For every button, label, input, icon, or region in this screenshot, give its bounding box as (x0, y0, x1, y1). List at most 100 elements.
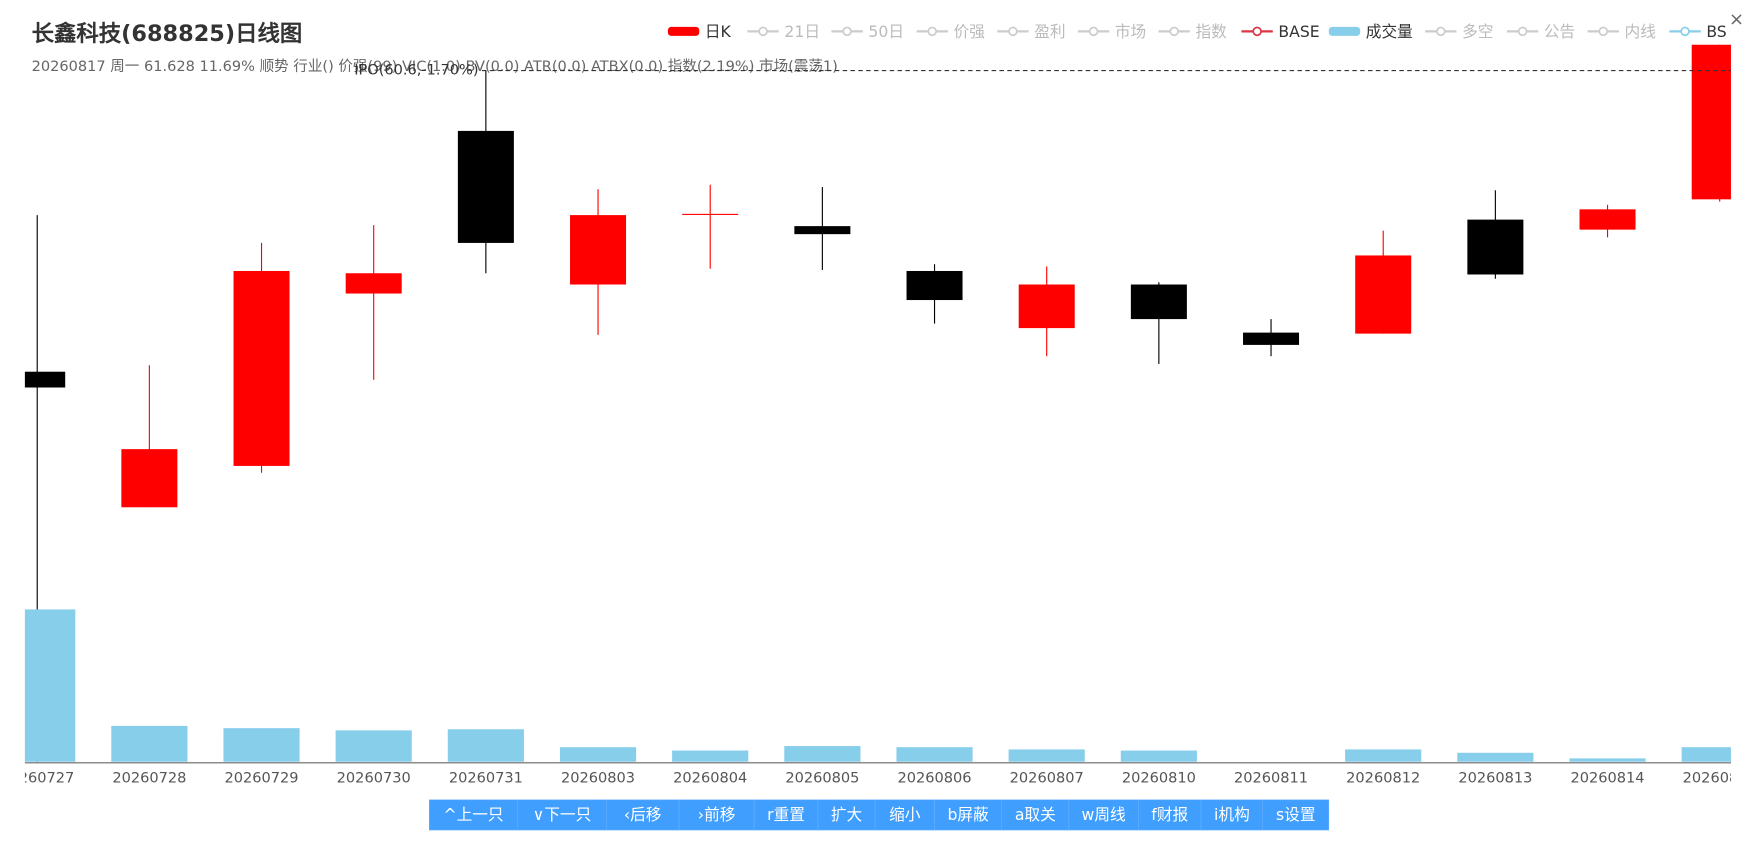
candle-body (794, 226, 851, 235)
legend-label[interactable]: 公告 (1544, 22, 1575, 41)
volume-bar (447, 729, 524, 762)
button-label[interactable]: f财报 (1151, 805, 1188, 824)
legend-label[interactable]: 指数 (1196, 22, 1228, 41)
button[interactable] (874, 799, 935, 831)
button[interactable] (1001, 799, 1070, 831)
x-tick-label: 20260731 (449, 770, 523, 787)
legend-icon[interactable] (758, 26, 768, 37)
x-tick-label: 20260803 (561, 770, 635, 787)
volume-bar (1120, 750, 1197, 762)
legend-label[interactable]: 21日 (784, 22, 820, 41)
candle-body (233, 270, 290, 466)
volume-bar (896, 747, 973, 762)
button[interactable] (753, 799, 819, 831)
chart-subtitle: 20260817 周一 61.628 11.69% 顺势 行业() 价强(99)… (32, 58, 838, 75)
legend-label[interactable]: 日K (705, 22, 732, 41)
legend-label[interactable]: BASE (1278, 22, 1319, 41)
candle-body (1691, 44, 1731, 200)
legend-label[interactable]: 市场 (1115, 22, 1146, 41)
x-tick-label: 20260811 (1234, 770, 1308, 787)
button[interactable] (605, 799, 680, 831)
legend-icon[interactable] (1680, 26, 1690, 37)
button-label[interactable]: s设置 (1276, 805, 1316, 824)
legend-icon[interactable] (1436, 26, 1446, 37)
candle-body (457, 130, 514, 243)
button[interactable] (1138, 799, 1202, 831)
volume-bar (1569, 758, 1646, 762)
legend-icon[interactable] (927, 26, 938, 37)
legend-label[interactable]: 内线 (1625, 22, 1657, 41)
legend-icon[interactable] (1088, 26, 1099, 37)
x-tick-label: 20260817 (1683, 770, 1748, 787)
legend-icon[interactable] (1252, 26, 1262, 37)
x-tick-label: 20260807 (1010, 770, 1084, 787)
legend-label[interactable]: 价强 (954, 22, 986, 41)
volume-bar (24, 609, 76, 762)
candle-body (570, 215, 627, 285)
legend-label[interactable]: 盈利 (1034, 22, 1065, 41)
legend-label[interactable]: 50日 (868, 22, 904, 41)
button-label[interactable]: a取关 (1015, 805, 1056, 824)
plot-area: 20260727 20260728 20260729 20260730 20260731… (0, 44, 1748, 787)
button-label[interactable]: 扩大 (831, 805, 862, 824)
x-tick-label: 20260805 (785, 770, 859, 787)
volume-bar (1681, 747, 1731, 762)
volume-bar (559, 747, 637, 762)
button[interactable] (1068, 799, 1139, 831)
legend-label[interactable]: 多空 (1462, 22, 1493, 41)
legend-icon[interactable] (1169, 26, 1179, 37)
button-label[interactable]: ›前移 (698, 805, 736, 824)
volume-bar (672, 750, 749, 762)
chart-title: 长鑫科技(688825)日线图 (32, 20, 303, 47)
volume-bar (784, 746, 861, 762)
candle-body (906, 270, 963, 301)
button-label[interactable]: ‹后移 (624, 805, 662, 824)
legend-icon[interactable] (1517, 26, 1528, 37)
volume-bar (1457, 752, 1534, 762)
button-label[interactable]: i机构 (1214, 805, 1250, 824)
legend-icon[interactable] (1598, 26, 1609, 37)
candle-body (345, 273, 402, 294)
button-label[interactable]: r重置 (767, 805, 805, 824)
volume-bar (1008, 749, 1085, 762)
legend-icon[interactable] (1008, 26, 1018, 37)
button-label[interactable]: ∨下一只 (533, 805, 592, 824)
button-label[interactable]: w周线 (1082, 805, 1126, 824)
legend-icon[interactable] (1328, 26, 1361, 36)
candle-body (121, 449, 178, 508)
candle-body (24, 371, 66, 388)
volume-bar (111, 725, 188, 762)
button[interactable] (428, 799, 519, 831)
volume-bar (335, 730, 412, 762)
volume-bar (223, 728, 300, 762)
candle-body (1467, 219, 1524, 275)
candle-body (1355, 255, 1412, 334)
legend-label[interactable]: BS (1706, 22, 1726, 41)
x-tick-label: 20260804 (673, 770, 747, 787)
candle-body (1243, 332, 1300, 345)
x-tick-label: 20260806 (898, 770, 972, 787)
button[interactable] (1262, 799, 1330, 831)
x-tick-label: 20260728 (112, 770, 186, 787)
button-label[interactable]: b屏蔽 (947, 805, 989, 824)
x-tick-label: 20260813 (1458, 770, 1532, 787)
x-tick-label: 20260812 (1346, 770, 1420, 787)
close-button[interactable]: × (1729, 9, 1744, 30)
button[interactable] (678, 799, 755, 831)
x-tick-label: 20260814 (1571, 770, 1645, 787)
x-tick-label: 20260810 (1122, 770, 1196, 787)
button-label[interactable]: ^上一只 (443, 805, 503, 824)
button-label[interactable]: 缩小 (889, 805, 921, 824)
ipo-label: IPO(60.6,-1.70%) (354, 62, 478, 79)
candle-body (1130, 284, 1187, 320)
x-tick-label: 20260727 (0, 770, 74, 787)
x-tick-label: 20260729 (225, 770, 299, 787)
candle-body (1579, 209, 1636, 230)
legend-icon[interactable] (667, 26, 700, 36)
legend-icon[interactable] (842, 26, 852, 37)
candle-body (1018, 284, 1075, 329)
legend-label[interactable]: 成交量 (1366, 22, 1413, 41)
button[interactable] (1200, 799, 1263, 831)
x-tick-label: 20260730 (337, 770, 411, 787)
